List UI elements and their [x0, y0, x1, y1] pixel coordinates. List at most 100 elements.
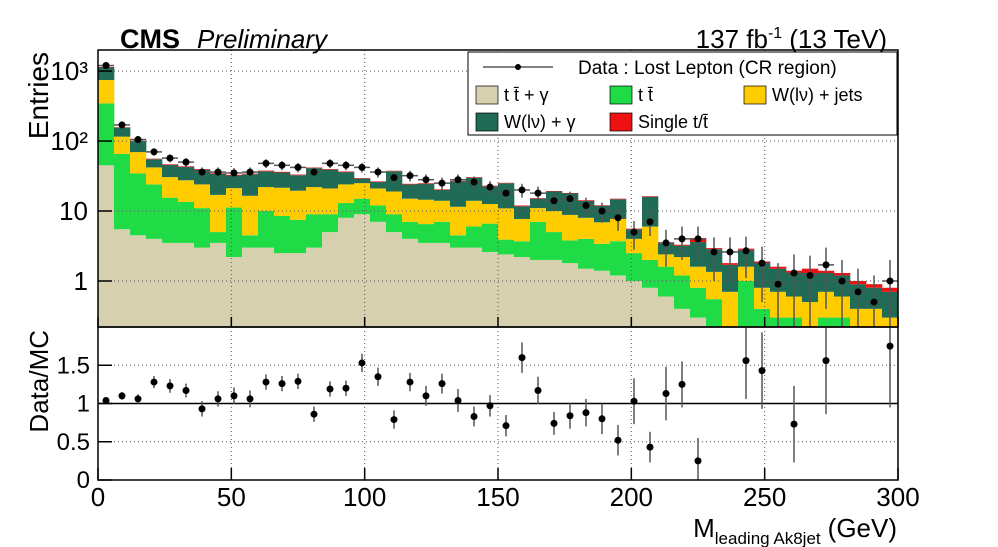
- stack-segment: [466, 177, 483, 201]
- stack-segment: [754, 308, 771, 327]
- ratio-point: [326, 385, 334, 393]
- stack-segment: [338, 172, 355, 185]
- stack-segment: [290, 219, 307, 254]
- stack-segment: [274, 171, 291, 173]
- x-tick-label: 50: [217, 482, 246, 512]
- legend-box: [467, 51, 898, 136]
- ratio-point: [630, 397, 638, 405]
- ratio-y-axis-title: Data/MC: [24, 330, 54, 433]
- stack-segment: [386, 232, 403, 327]
- stack-segment: [370, 221, 387, 327]
- ratio-point: [374, 373, 382, 381]
- stack-segment: [530, 208, 547, 222]
- stack-segment: [146, 238, 163, 327]
- stack-segment: [178, 166, 195, 168]
- y-tick-label: 10: [59, 196, 88, 226]
- stack-segment: [226, 257, 243, 327]
- data-point: [582, 201, 590, 209]
- ratio-point: [886, 342, 894, 350]
- data-point: [566, 195, 574, 203]
- ratio-point: [310, 410, 318, 418]
- data-point: [886, 277, 894, 285]
- data-point: [182, 158, 190, 166]
- stack-segment: [450, 235, 467, 248]
- data-point: [806, 271, 814, 279]
- lumi-label: 137 fb-1 (13 TeV): [696, 24, 887, 54]
- stack-segment: [530, 259, 547, 327]
- stack-segment: [194, 247, 211, 327]
- stack-segment: [162, 164, 179, 178]
- data-point: [518, 186, 526, 194]
- stack-segment: [194, 184, 211, 209]
- stack-segment: [130, 152, 147, 174]
- stack-segment: [562, 263, 579, 327]
- data-point: [134, 136, 142, 144]
- stack-segment: [418, 242, 435, 327]
- data-point: [278, 161, 286, 169]
- stack-segment: [194, 208, 211, 248]
- stack-segment: [306, 214, 323, 248]
- stack-segment: [226, 207, 243, 258]
- ratio-point: [262, 378, 270, 386]
- stack-segment: [642, 287, 659, 327]
- ratio-point: [534, 386, 542, 394]
- stack-segment: [370, 181, 387, 189]
- stack-segment: [162, 197, 179, 243]
- y-tick-label: 1.5: [57, 352, 90, 379]
- stack-segment: [690, 287, 707, 318]
- ratio-point: [758, 367, 766, 375]
- ratio-point: [598, 415, 606, 423]
- stack-segment: [562, 214, 579, 241]
- stack-segment: [338, 203, 355, 218]
- ratio-point: [742, 357, 750, 365]
- x-tick-label: 100: [343, 482, 386, 512]
- stack-segment: [642, 259, 659, 288]
- stack-segment: [242, 235, 259, 248]
- stack-segment: [274, 187, 291, 216]
- stack-segment: [546, 232, 563, 260]
- lumi: 137 fb: [696, 24, 768, 54]
- stack-segment: [146, 167, 163, 185]
- data-point: [406, 172, 414, 180]
- stack-segment: [322, 232, 339, 327]
- data-point: [758, 259, 766, 267]
- y-tick-label: 1: [74, 266, 88, 296]
- ratio-point: [198, 405, 206, 413]
- data-point: [230, 169, 238, 177]
- stack-segment: [274, 215, 291, 254]
- legend-label: t t̄ + γ: [504, 85, 549, 105]
- ratio-point: [422, 392, 430, 400]
- ratio-point: [694, 457, 702, 465]
- stack-segment: [210, 232, 227, 243]
- x-tick-label: 0: [91, 482, 105, 512]
- data-point: [166, 154, 174, 162]
- data-point: [246, 168, 254, 176]
- x-tick-label: 200: [610, 482, 653, 512]
- stack-segment: [482, 251, 499, 327]
- stack-segment: [402, 221, 419, 239]
- stack-segment: [418, 199, 435, 225]
- stack-segment: [258, 211, 275, 248]
- ratio-point: [230, 392, 238, 400]
- stack-segment: [322, 214, 339, 233]
- stack-segment: [354, 178, 371, 179]
- stack-segment: [690, 317, 707, 327]
- ratio-point: [614, 436, 622, 444]
- legend-swatch: [475, 85, 499, 105]
- stack-segment: [370, 181, 387, 182]
- stack-segment: [434, 189, 451, 201]
- stack-segment: [450, 181, 467, 207]
- y-tick-label: 10³: [50, 56, 88, 86]
- stack-segment: [498, 208, 515, 240]
- stack-segment: [402, 238, 419, 327]
- legend-data-marker: [515, 64, 521, 70]
- stack-segment: [674, 275, 691, 309]
- stack-segment: [546, 211, 563, 233]
- data-point: [486, 183, 494, 191]
- stack-segment: [514, 205, 531, 207]
- stack-segment: [306, 187, 323, 215]
- data-point: [630, 228, 638, 236]
- data-point: [742, 247, 750, 255]
- stack-segment: [642, 226, 659, 260]
- stack-segment: [322, 169, 339, 189]
